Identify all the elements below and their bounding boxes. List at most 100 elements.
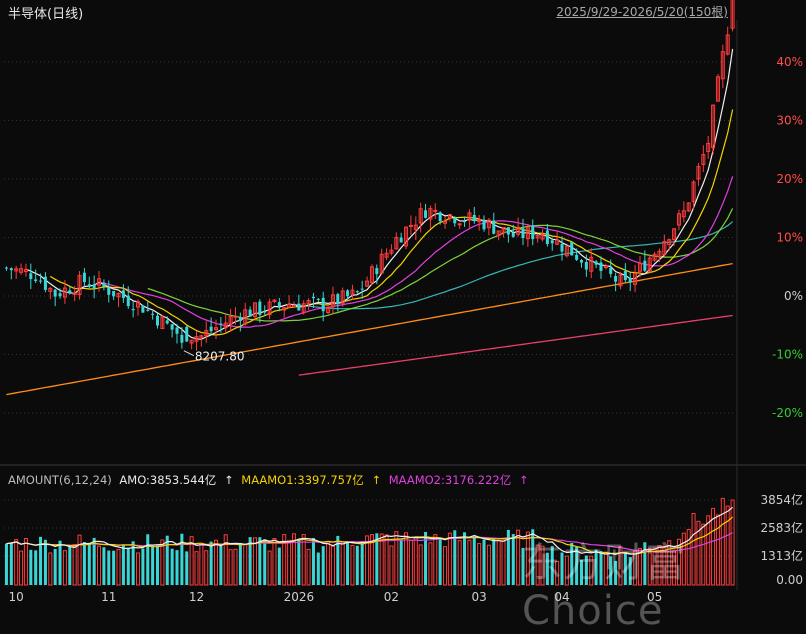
volume-bar <box>58 540 62 585</box>
volume-bar <box>715 514 720 586</box>
volume-bar <box>467 539 472 586</box>
volume-bar <box>443 546 448 586</box>
volume-bar <box>14 539 19 586</box>
volume-bar <box>189 536 194 586</box>
volume-bar <box>424 531 428 585</box>
volume-bar <box>384 534 389 586</box>
candle-body <box>43 276 47 290</box>
candle-body <box>68 290 72 294</box>
volume-bar <box>389 545 394 586</box>
volume-bar <box>355 545 359 585</box>
volume-bar <box>243 544 248 586</box>
volume-bar <box>486 544 491 586</box>
candle-body <box>384 252 389 258</box>
candle-body <box>637 262 642 272</box>
ma60-line <box>293 221 733 310</box>
candle-body <box>199 335 204 338</box>
candle-body <box>521 228 525 238</box>
candle-body <box>97 278 102 286</box>
volume-bar <box>77 534 82 586</box>
volume-bar <box>599 551 603 585</box>
volume-bar <box>472 536 476 585</box>
volume-bar <box>589 555 594 586</box>
volume-bar <box>433 534 438 586</box>
volume-bar <box>623 552 627 585</box>
candle-body <box>575 254 579 260</box>
candle-body <box>633 272 638 285</box>
volume-bar <box>151 545 155 585</box>
candle-body <box>540 233 545 240</box>
volume-bar <box>413 536 418 586</box>
volume-bar <box>39 536 43 585</box>
amo-value: AMO:3853.544亿 <box>119 473 217 487</box>
volume-bar <box>428 542 433 586</box>
candle-body <box>472 214 476 222</box>
candle-body <box>180 334 184 343</box>
volume-bar <box>238 542 242 585</box>
volume-bar <box>165 535 169 585</box>
volume-bar <box>482 539 486 585</box>
volume-bar <box>326 541 331 586</box>
y-tick-label: -10% <box>772 348 803 362</box>
volume-bar <box>730 499 735 586</box>
volume-bar <box>175 550 179 585</box>
candle-body <box>550 240 554 244</box>
amo-arrow: ↑ <box>223 473 234 487</box>
volume-bar <box>301 534 306 586</box>
volume-bar <box>213 539 219 586</box>
candle-body <box>350 289 355 295</box>
volume-bar <box>691 512 696 586</box>
volume-bar <box>438 537 442 585</box>
date-range-link[interactable]: 2025/9/29-2026/5/20(150根) <box>556 5 728 19</box>
volume-bar <box>92 537 96 585</box>
candle-body <box>584 262 588 270</box>
candle-body <box>263 311 267 313</box>
candle-body <box>560 244 564 252</box>
candle-body <box>599 262 603 271</box>
volume-bar <box>550 546 554 585</box>
vol-tick-label: 3854亿 <box>760 492 803 507</box>
candle-body <box>321 297 325 312</box>
candle-body <box>189 339 194 344</box>
chart-canvas: 40%30%20%10%0%-10%-20%14055.898207.80385… <box>0 0 806 604</box>
amo-line <box>6 506 733 556</box>
candle-body <box>121 290 125 299</box>
candle-body <box>589 256 594 272</box>
volume-bar <box>199 544 204 586</box>
candle-body <box>492 220 496 234</box>
volume-bar <box>618 546 623 586</box>
candle-body <box>369 266 374 283</box>
candle-body <box>204 330 209 337</box>
volume-bar <box>369 534 374 586</box>
volume-bar <box>525 531 530 586</box>
candle-body <box>330 294 335 307</box>
volume-bar <box>404 532 409 586</box>
volume-bar <box>263 539 267 585</box>
volume-bar <box>652 547 657 586</box>
candle-body <box>175 327 179 334</box>
candle-body <box>413 224 418 231</box>
candle-body <box>53 289 57 297</box>
candle-body <box>399 237 403 243</box>
candle-body <box>185 326 189 342</box>
volume-bar <box>131 541 135 585</box>
vol-tick-label: 0.00 <box>776 573 803 587</box>
candle-body <box>506 227 510 235</box>
volume-bar <box>453 530 457 585</box>
volume-bar <box>62 550 67 586</box>
candle-body <box>706 142 711 152</box>
candle-body <box>272 299 277 303</box>
volume-bar <box>267 550 272 586</box>
volume-bar <box>121 545 125 585</box>
volume-bar <box>379 533 384 586</box>
candle-body <box>535 235 540 239</box>
candle-body <box>233 315 238 318</box>
indicator-name[interactable]: AMOUNT(6,12,24) <box>8 473 112 487</box>
volume-bar <box>97 545 102 586</box>
candle-body <box>107 287 111 295</box>
candle-body <box>4 267 8 269</box>
y-tick-label: -20% <box>772 406 803 420</box>
volume-bar <box>340 541 345 586</box>
candle-body <box>657 250 662 258</box>
volume-bar <box>492 538 496 585</box>
